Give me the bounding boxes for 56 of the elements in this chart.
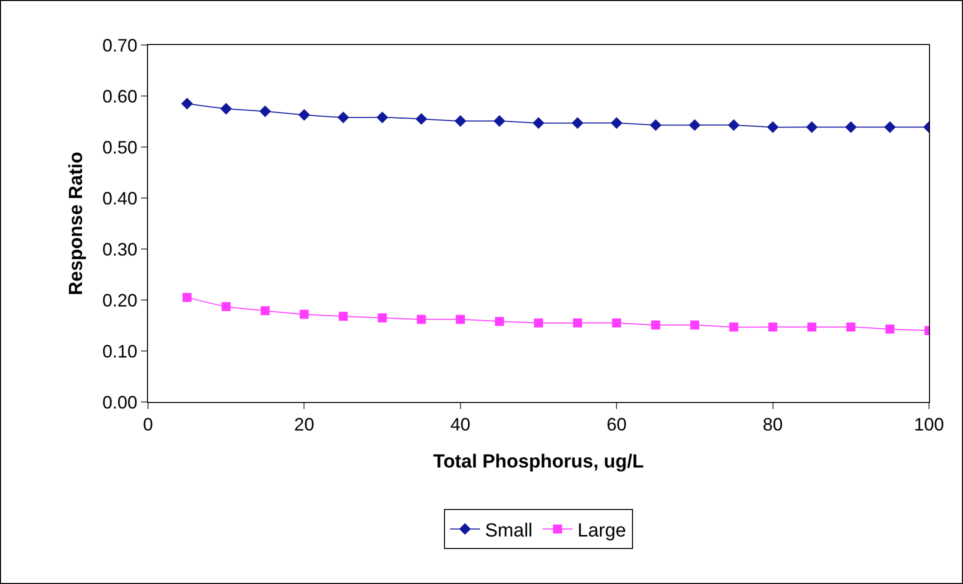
point: [182, 292, 192, 302]
point: [729, 322, 738, 332]
point: [807, 322, 816, 332]
point: [766, 121, 779, 133]
point: [612, 318, 622, 328]
point: [728, 119, 740, 131]
x-tick-label: 40: [450, 414, 470, 435]
x-tick-label: 60: [606, 414, 627, 435]
point: [610, 117, 622, 129]
point: [416, 113, 428, 125]
point: [454, 115, 466, 127]
x-tick-label: 100: [914, 414, 944, 435]
point: [572, 117, 584, 129]
point: [690, 320, 700, 330]
point: [650, 119, 662, 131]
point: [885, 324, 894, 334]
point: [846, 322, 856, 332]
point: [181, 98, 193, 110]
y-tick-label: 0.50: [102, 137, 138, 158]
point: [298, 109, 310, 121]
point: [651, 320, 660, 330]
point: [806, 121, 818, 133]
point: [220, 102, 232, 115]
y-axis-title: Response Ratio: [66, 152, 88, 296]
y-tick-label: 0.60: [102, 86, 138, 106]
point: [534, 318, 543, 328]
y-tick-label: 0.30: [102, 239, 138, 260]
y-tick-label: 0.40: [102, 188, 138, 208]
y-tick-label: 0.70: [102, 35, 138, 56]
point: [338, 312, 348, 321]
point: [222, 302, 231, 312]
x-tick-label: 20: [294, 414, 314, 435]
point: [688, 119, 701, 131]
x-axis-title: Total Phosphorus, ug/L: [433, 451, 644, 472]
legend-label: Large: [578, 520, 626, 542]
point: [845, 121, 857, 133]
legend-label: Small: [485, 520, 533, 542]
point: [768, 322, 778, 332]
y-tick-label: 0.20: [102, 290, 138, 310]
x-tick-label: 0: [142, 414, 154, 435]
point: [416, 314, 426, 324]
y-tick-label: 0.00: [102, 392, 138, 412]
point: [532, 117, 544, 129]
point: [259, 105, 271, 118]
point: [337, 112, 350, 124]
y-tick-label: 0.10: [102, 341, 138, 362]
point: [376, 112, 388, 124]
point: [573, 318, 582, 328]
point: [300, 310, 309, 319]
point: [494, 115, 506, 127]
point: [884, 121, 896, 133]
point: [378, 313, 387, 322]
point: [456, 314, 465, 324]
point: [260, 306, 270, 316]
point: [494, 316, 504, 326]
x-tick-label: 80: [762, 414, 783, 435]
